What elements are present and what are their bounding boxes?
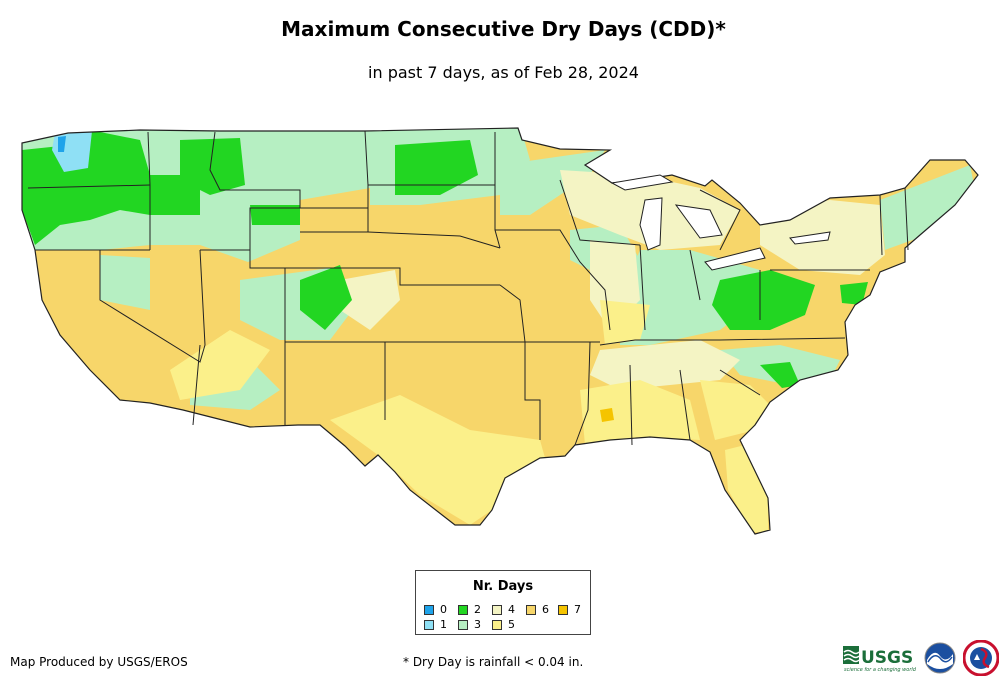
legend-label-2: 2 (474, 603, 481, 616)
legend-swatch-7 (558, 605, 568, 615)
legend-swatch-4 (492, 605, 502, 615)
usgs-tagline: science for a changing world (844, 667, 917, 673)
region-5-days (170, 300, 770, 532)
legend-item-1: 1 (424, 619, 447, 631)
legend-swatch-5 (492, 620, 502, 630)
legend: Nr. Days 0 1 2 3 4 5 6 7 (415, 570, 591, 635)
dry-day-footnote: * Dry Day is rainfall < 0.04 in. (403, 655, 584, 669)
cdd-regions (22, 128, 975, 532)
legend-label-0: 0 (440, 603, 447, 616)
legend-label-3: 3 (474, 618, 481, 631)
legend-label-7: 7 (574, 603, 581, 616)
legend-item-5: 5 (492, 619, 515, 631)
legend-item-7: 7 (558, 604, 581, 616)
legend-label-6: 6 (542, 603, 549, 616)
legend-swatch-2 (458, 605, 468, 615)
usgs-logo-text: USGS (861, 648, 913, 668)
legend-swatch-6 (526, 605, 536, 615)
legend-label-5: 5 (508, 618, 515, 631)
region-7-days (600, 408, 614, 422)
legend-swatch-1 (424, 620, 434, 630)
legend-title: Nr. Days (472, 579, 534, 594)
nws-logo (963, 640, 999, 676)
noaa-logo (924, 642, 956, 674)
map-credit: Map Produced by USGS/EROS (10, 655, 188, 669)
legend-item-6: 6 (526, 604, 549, 616)
region-0-days (58, 136, 66, 152)
great-lakes (610, 174, 831, 271)
map-subtitle: in past 7 days, as of Feb 28, 2024 (368, 63, 639, 82)
legend-swatch-0 (424, 605, 434, 615)
legend-item-0: 0 (424, 604, 447, 616)
legend-label-4: 4 (508, 603, 515, 616)
state-boundaries (27, 130, 909, 446)
legend-swatch-3 (458, 620, 468, 630)
usgs-logo: USGS science for a changing world (843, 646, 917, 673)
map-title: Maximum Consecutive Dry Days (CDD)* (281, 17, 726, 41)
legend-item-2: 2 (458, 604, 481, 616)
legend-item-3: 3 (458, 619, 481, 631)
legend-label-1: 1 (440, 618, 447, 631)
legend-item-4: 4 (492, 604, 515, 616)
